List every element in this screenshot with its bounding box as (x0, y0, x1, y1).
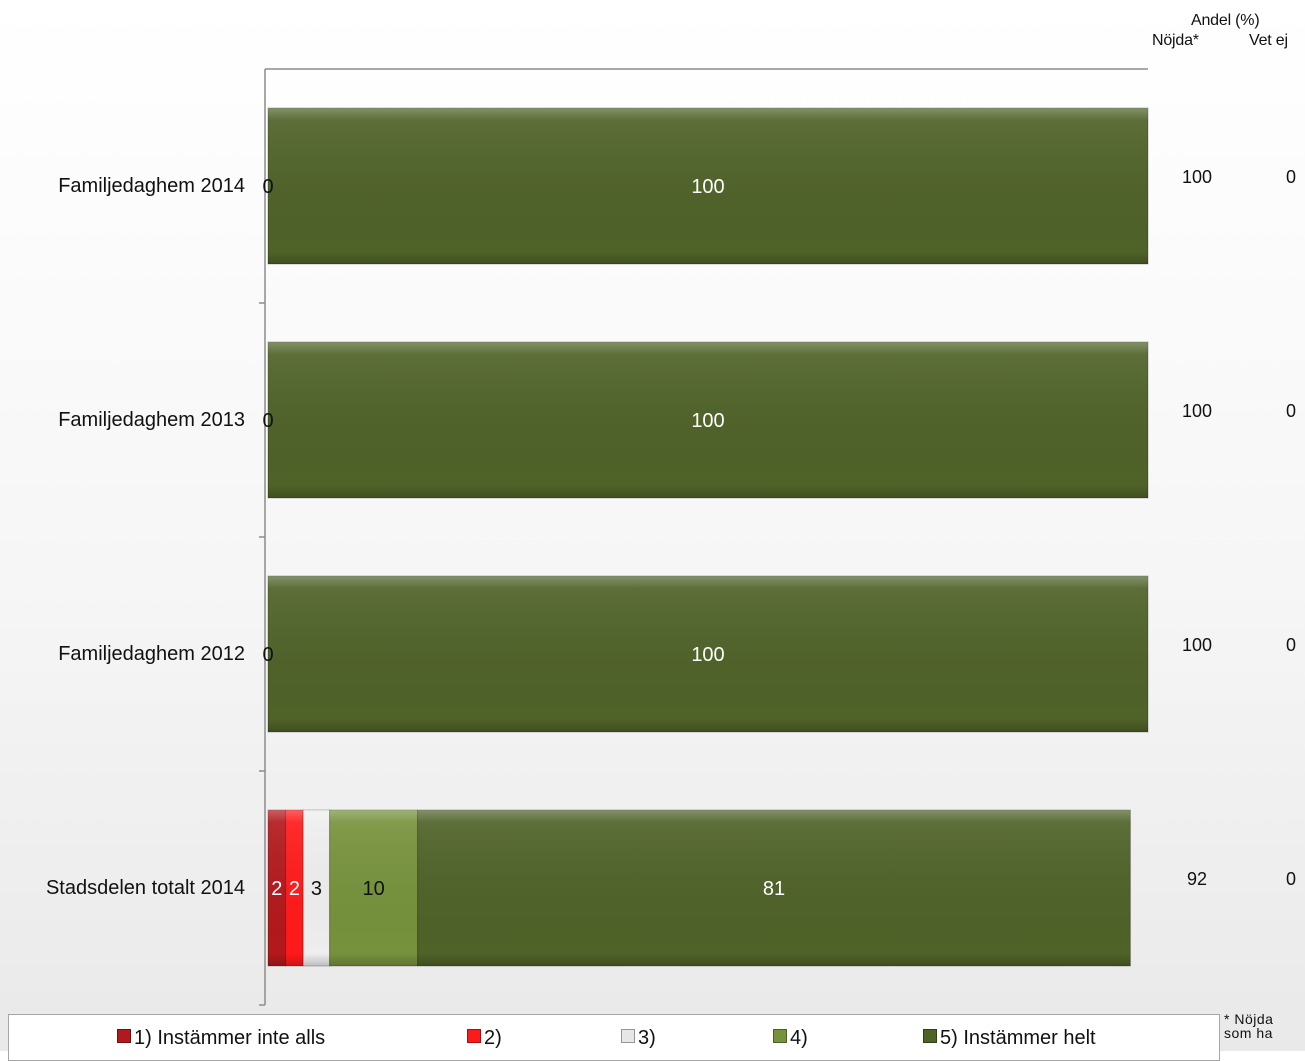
nojda-value: 92 (1187, 869, 1207, 889)
bar-segment-bevel (303, 810, 330, 966)
nojda-value: 100 (1182, 635, 1212, 655)
data-label: 100 (691, 644, 724, 666)
bar-segment-bevel (417, 810, 1131, 966)
bar-segment-bevel (268, 810, 286, 966)
legend-swatch-icon (773, 1029, 787, 1043)
bar-segment-bevel (268, 576, 1148, 732)
data-label: 3 (311, 878, 322, 900)
header-vetej: Vet ej (1249, 32, 1288, 49)
bar-segment-bevel (268, 342, 1148, 498)
legend-item-3: 3) (621, 1027, 656, 1050)
category-label: Familjedaghem 2012 (58, 643, 245, 665)
footnote-line-2: som ha (1224, 1025, 1273, 1041)
vetej-value: 0 (1286, 869, 1296, 889)
data-label: 2 (271, 878, 282, 900)
legend: 1) Instämmer inte alls 2) 3) 4) 5) Instä… (8, 1014, 1220, 1061)
legend-label: 2) (484, 1027, 502, 1049)
bar-segment-bevel (329, 810, 418, 966)
footnote: * Nöjda som ha (1224, 1012, 1273, 1040)
data-label: 0 (262, 644, 273, 666)
legend-swatch-icon (621, 1029, 635, 1043)
header-nojda: Nöjda* (1152, 32, 1199, 49)
legend-item-4: 4) (773, 1027, 808, 1050)
legend-swatch-icon (923, 1029, 937, 1043)
nojda-value: 100 (1182, 167, 1212, 187)
legend-item-5: 5) Instämmer helt (923, 1027, 1096, 1050)
data-label: 0 (262, 410, 273, 432)
category-label: Familjedaghem 2013 (58, 409, 245, 431)
bar-segment-bevel (268, 108, 1148, 264)
footnote-line-1: * Nöjda (1224, 1011, 1274, 1027)
category-label: Familjedaghem 2014 (58, 175, 245, 197)
legend-item-1: 1) Instämmer inte alls (117, 1027, 325, 1050)
legend-label: 3) (638, 1027, 656, 1049)
legend-label: 4) (790, 1027, 808, 1049)
bar-segment-bevel (285, 810, 304, 966)
nojda-value: 100 (1182, 401, 1212, 421)
legend-item-2: 2) (467, 1027, 502, 1050)
legend-swatch-icon (467, 1029, 481, 1043)
data-label: 10 (362, 878, 384, 900)
legend-label: 5) Instämmer helt (940, 1027, 1096, 1049)
data-label: 100 (691, 176, 724, 198)
vetej-value: 0 (1286, 167, 1296, 187)
vetej-value: 0 (1286, 635, 1296, 655)
data-label: 0 (262, 176, 273, 198)
data-label: 2 (289, 878, 300, 900)
vetej-value: 0 (1286, 401, 1296, 421)
legend-swatch-icon (117, 1029, 131, 1043)
data-label: 100 (691, 410, 724, 432)
category-label: Stadsdelen totalt 2014 (46, 877, 245, 899)
header-title: Andel (%) (1191, 12, 1260, 29)
legend-label: 1) Instämmer inte alls (134, 1027, 326, 1049)
data-label: 81 (763, 878, 785, 900)
